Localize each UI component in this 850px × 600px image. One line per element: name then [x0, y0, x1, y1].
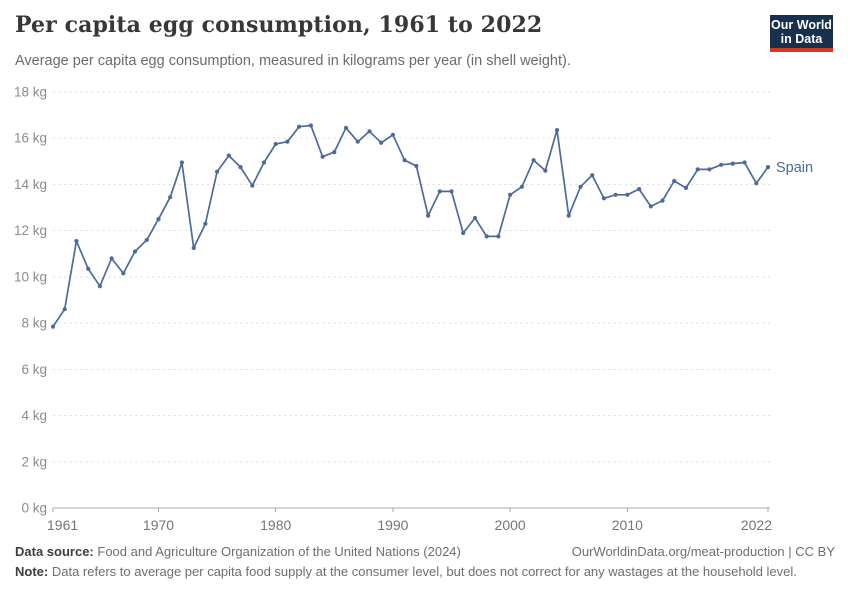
- data-point[interactable]: [132, 249, 138, 254]
- data-point[interactable]: [390, 132, 395, 137]
- data-point[interactable]: [531, 158, 536, 163]
- data-point[interactable]: [62, 307, 67, 312]
- data-point[interactable]: [683, 185, 689, 190]
- y-tick-label: 16 kg: [14, 131, 47, 146]
- data-point[interactable]: [449, 189, 454, 194]
- data-point[interactable]: [637, 187, 642, 192]
- data-point[interactable]: [590, 173, 595, 178]
- y-tick-label: 6 kg: [21, 362, 47, 377]
- data-point[interactable]: [695, 167, 700, 172]
- data-point[interactable]: [660, 198, 665, 203]
- data-point[interactable]: [519, 184, 525, 189]
- data-point[interactable]: [472, 215, 478, 221]
- x-tick-label: 1961: [47, 517, 78, 533]
- data-point[interactable]: [742, 160, 747, 165]
- data-point[interactable]: [86, 266, 91, 271]
- x-tick-label: 2000: [495, 517, 526, 533]
- y-tick-label: 18 kg: [14, 85, 47, 100]
- data-point[interactable]: [578, 184, 583, 189]
- y-tick-label: 10 kg: [14, 269, 47, 284]
- series-end-label: Spain: [776, 160, 813, 176]
- data-point[interactable]: [215, 169, 220, 174]
- data-point[interactable]: [156, 217, 161, 222]
- data-point[interactable]: [273, 141, 278, 147]
- y-tick-label: 4 kg: [21, 408, 47, 423]
- data-point[interactable]: [765, 165, 771, 170]
- owid-logo-line1: Our World: [771, 17, 832, 32]
- data-point[interactable]: [730, 161, 735, 166]
- data-point[interactable]: [402, 158, 407, 163]
- note-line: Note: Data refers to average per capita …: [15, 564, 797, 579]
- data-point[interactable]: [496, 234, 501, 239]
- data-point[interactable]: [238, 165, 243, 170]
- page-title: Per capita egg consumption, 1961 to 2022: [15, 12, 543, 38]
- series-line[interactable]: [52, 124, 769, 328]
- x-tick-label: 1990: [377, 517, 408, 533]
- x-tick-label: 1980: [260, 517, 291, 533]
- data-point[interactable]: [320, 154, 325, 159]
- note-text: Data refers to average per capita food s…: [51, 564, 797, 579]
- data-point[interactable]: [754, 181, 759, 186]
- data-point[interactable]: [566, 213, 571, 218]
- data-point[interactable]: [672, 178, 677, 184]
- data-point[interactable]: [250, 183, 255, 188]
- data-point[interactable]: [179, 160, 184, 165]
- data-point[interactable]: [543, 168, 548, 173]
- data-point[interactable]: [97, 284, 102, 289]
- data-point[interactable]: [74, 239, 79, 244]
- data-source-text: Food and Agriculture Organization of the…: [97, 544, 461, 559]
- x-tick-label: 1970: [143, 517, 174, 533]
- data-point[interactable]: [707, 167, 712, 172]
- data-point[interactable]: [508, 192, 513, 197]
- y-tick-label: 8 kg: [21, 316, 47, 331]
- y-tick-label: 14 kg: [14, 177, 47, 192]
- data-point[interactable]: [191, 245, 196, 251]
- data-point[interactable]: [308, 123, 313, 128]
- data-point[interactable]: [426, 213, 431, 218]
- data-point[interactable]: [437, 189, 442, 194]
- data-point[interactable]: [648, 204, 653, 209]
- data-point[interactable]: [121, 271, 126, 276]
- data-point[interactable]: [554, 128, 560, 133]
- data-point[interactable]: [50, 324, 56, 329]
- data-point[interactable]: [297, 124, 302, 129]
- data-source-label: Data source:: [15, 544, 94, 559]
- data-point[interactable]: [285, 139, 290, 144]
- data-point[interactable]: [613, 192, 618, 197]
- data-point[interactable]: [367, 129, 372, 134]
- data-point[interactable]: [414, 163, 419, 169]
- data-point[interactable]: [144, 237, 149, 242]
- y-tick-label: 0 kg: [21, 501, 47, 516]
- owid-logo: Our World in Data: [770, 15, 833, 52]
- data-point[interactable]: [601, 196, 607, 201]
- note-label: Note:: [15, 564, 49, 579]
- chart-subtitle: Average per capita egg consumption, meas…: [15, 53, 571, 69]
- credit-link[interactable]: OurWorldinData.org/meat-production | CC …: [571, 544, 835, 559]
- x-tick-label: 2010: [612, 517, 643, 533]
- data-point[interactable]: [261, 160, 267, 165]
- data-point[interactable]: [355, 139, 360, 144]
- owid-logo-line2: in Data: [780, 31, 823, 46]
- x-tick-label: 2022: [741, 517, 772, 533]
- data-source-line: Data source: Food and Agriculture Organi…: [15, 544, 461, 559]
- y-tick-label: 2 kg: [21, 454, 47, 469]
- data-point[interactable]: [461, 230, 466, 236]
- data-point[interactable]: [719, 162, 724, 167]
- data-point[interactable]: [109, 256, 114, 261]
- y-tick-label: 12 kg: [14, 223, 47, 238]
- data-point[interactable]: [168, 195, 173, 200]
- data-point[interactable]: [379, 140, 384, 145]
- data-point[interactable]: [625, 192, 630, 197]
- chart-footer: Data source: Food and Agriculture Organi…: [15, 544, 835, 579]
- data-point[interactable]: [343, 125, 349, 130]
- data-point[interactable]: [484, 234, 489, 239]
- data-point[interactable]: [332, 150, 337, 155]
- data-point[interactable]: [226, 153, 231, 158]
- data-point[interactable]: [203, 221, 208, 226]
